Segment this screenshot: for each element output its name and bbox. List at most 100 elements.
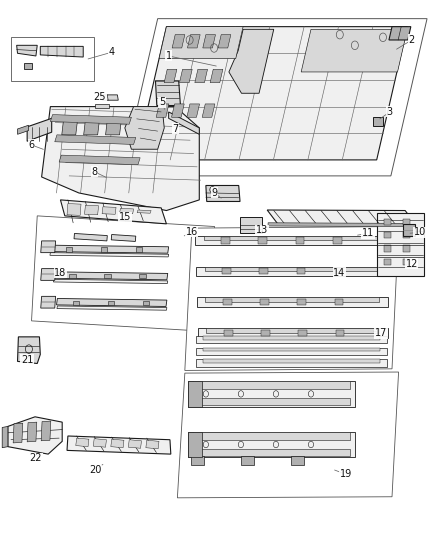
Text: 20: 20: [89, 465, 102, 475]
Text: 12: 12: [406, 259, 418, 269]
Polygon shape: [196, 359, 387, 367]
Text: 5: 5: [159, 98, 165, 107]
Polygon shape: [67, 204, 81, 215]
Text: 19: 19: [340, 470, 352, 479]
Polygon shape: [146, 440, 159, 449]
Polygon shape: [384, 232, 391, 238]
Polygon shape: [333, 237, 342, 244]
Polygon shape: [155, 81, 180, 106]
Polygon shape: [403, 224, 415, 236]
Polygon shape: [55, 135, 136, 144]
Polygon shape: [74, 233, 107, 241]
Polygon shape: [403, 245, 410, 252]
Polygon shape: [203, 348, 380, 351]
Polygon shape: [136, 247, 142, 252]
Polygon shape: [41, 269, 56, 280]
Polygon shape: [125, 107, 164, 149]
Polygon shape: [206, 328, 379, 333]
Polygon shape: [111, 439, 124, 448]
Polygon shape: [101, 247, 107, 252]
Polygon shape: [13, 423, 23, 443]
Polygon shape: [95, 104, 109, 108]
Polygon shape: [59, 155, 140, 165]
Polygon shape: [139, 274, 146, 278]
Text: 17: 17: [375, 328, 387, 338]
Polygon shape: [187, 104, 200, 117]
Polygon shape: [206, 185, 240, 201]
Polygon shape: [172, 104, 184, 117]
Polygon shape: [196, 266, 388, 276]
Polygon shape: [403, 219, 410, 225]
Text: 6: 6: [28, 140, 35, 150]
Polygon shape: [156, 104, 169, 117]
Polygon shape: [27, 422, 37, 442]
Polygon shape: [120, 208, 134, 214]
Polygon shape: [267, 210, 416, 225]
Polygon shape: [205, 266, 379, 271]
Polygon shape: [102, 207, 116, 214]
Polygon shape: [403, 232, 410, 238]
Polygon shape: [73, 301, 79, 305]
Text: 16: 16: [186, 227, 198, 237]
Polygon shape: [203, 35, 215, 48]
Polygon shape: [222, 268, 231, 274]
Polygon shape: [301, 29, 407, 72]
Polygon shape: [259, 268, 268, 274]
Polygon shape: [223, 299, 232, 305]
Polygon shape: [24, 63, 32, 69]
Text: 7: 7: [172, 124, 178, 134]
Polygon shape: [335, 299, 343, 305]
Polygon shape: [69, 274, 76, 278]
Polygon shape: [224, 330, 233, 336]
Polygon shape: [203, 359, 380, 363]
Polygon shape: [172, 35, 185, 48]
Polygon shape: [76, 438, 89, 447]
Polygon shape: [203, 336, 380, 340]
Polygon shape: [384, 219, 391, 225]
Polygon shape: [403, 259, 410, 265]
Polygon shape: [240, 217, 262, 233]
Polygon shape: [180, 69, 192, 83]
Polygon shape: [60, 200, 166, 224]
Polygon shape: [104, 274, 111, 278]
Polygon shape: [195, 236, 388, 245]
Polygon shape: [57, 298, 167, 306]
Polygon shape: [177, 372, 399, 498]
Text: 22: 22: [30, 454, 42, 463]
Polygon shape: [187, 35, 200, 48]
Polygon shape: [291, 456, 304, 465]
Text: 14: 14: [333, 268, 346, 278]
Polygon shape: [66, 247, 72, 252]
Polygon shape: [27, 118, 52, 141]
Polygon shape: [205, 297, 379, 302]
Polygon shape: [196, 348, 387, 355]
Text: 4: 4: [109, 47, 115, 57]
Polygon shape: [67, 436, 171, 454]
Polygon shape: [108, 301, 114, 305]
Polygon shape: [188, 381, 202, 407]
Polygon shape: [62, 120, 78, 135]
Polygon shape: [260, 299, 269, 305]
Polygon shape: [241, 456, 254, 465]
Polygon shape: [336, 330, 344, 336]
Polygon shape: [102, 95, 118, 100]
Polygon shape: [2, 426, 8, 448]
Polygon shape: [17, 45, 37, 56]
Polygon shape: [297, 268, 305, 274]
Text: 18: 18: [54, 268, 67, 278]
Polygon shape: [297, 299, 306, 305]
Polygon shape: [298, 330, 307, 336]
Polygon shape: [121, 19, 427, 176]
Text: 9: 9: [212, 188, 218, 198]
Polygon shape: [128, 440, 141, 448]
Polygon shape: [41, 241, 56, 253]
Text: 11: 11: [362, 229, 374, 238]
Polygon shape: [53, 279, 168, 284]
Polygon shape: [193, 449, 350, 456]
Polygon shape: [191, 456, 204, 465]
Polygon shape: [50, 115, 131, 124]
Polygon shape: [389, 27, 411, 40]
Polygon shape: [93, 439, 106, 447]
Polygon shape: [49, 245, 169, 253]
Polygon shape: [218, 35, 231, 48]
